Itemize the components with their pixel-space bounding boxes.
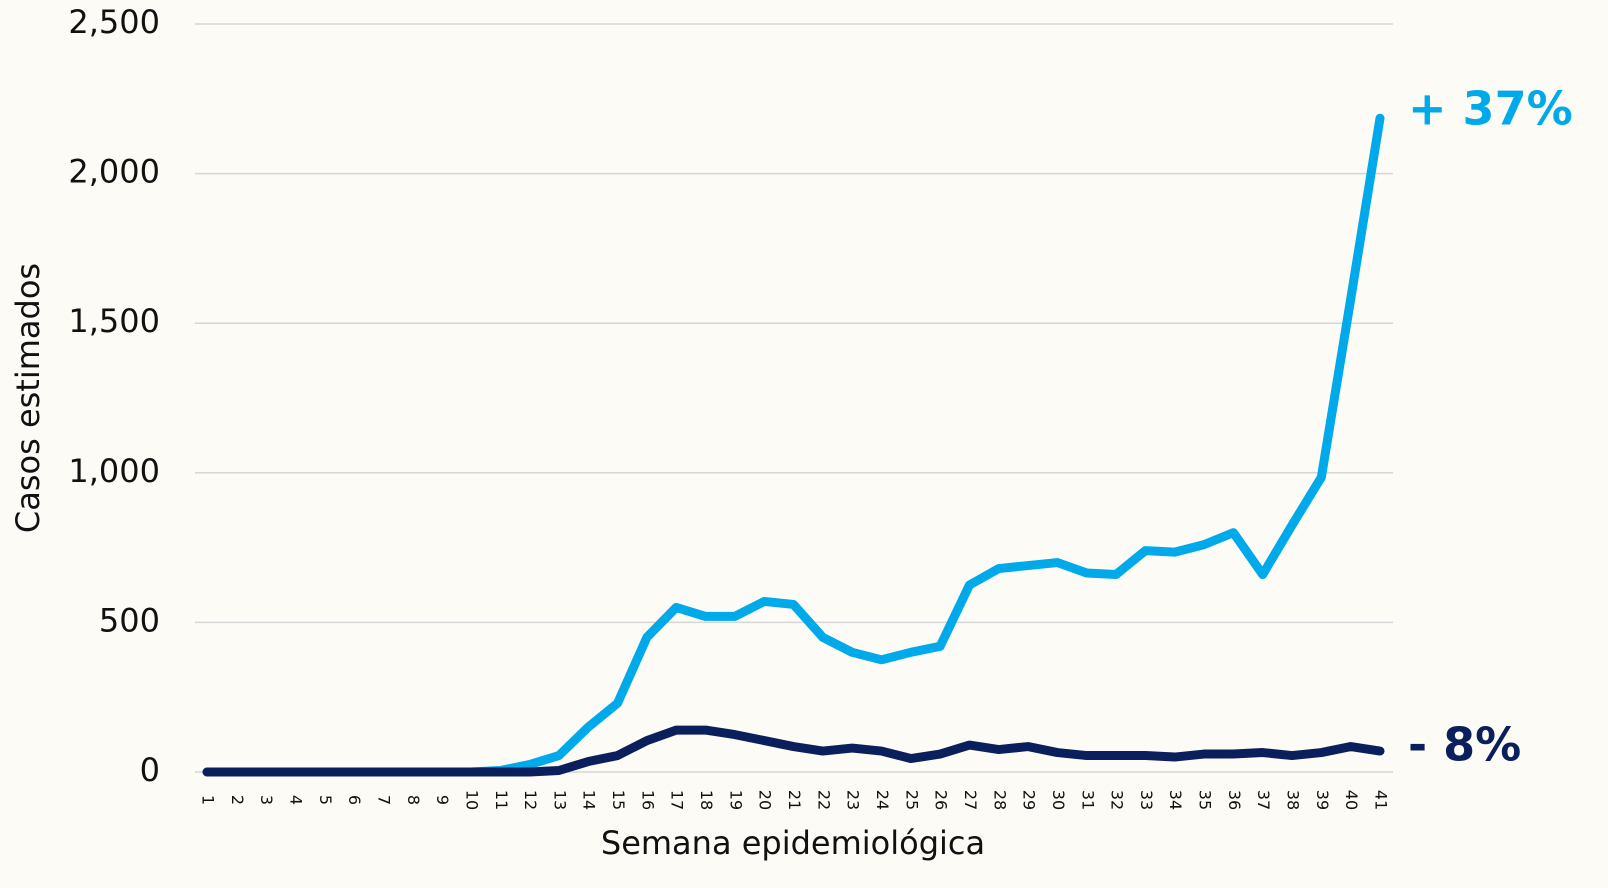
- x-tick-label: 8: [404, 795, 423, 805]
- annotation: + 37%: [1408, 82, 1573, 136]
- x-tick-label: 1: [199, 795, 218, 805]
- x-tick-label: 29: [1020, 790, 1039, 810]
- x-tick-label: 12: [521, 790, 540, 810]
- x-tick-label: 7: [374, 795, 393, 805]
- x-tick-label: 17: [668, 790, 687, 810]
- y-axis-label: Casos estimados: [9, 263, 47, 533]
- x-tick-label: 33: [1137, 790, 1156, 810]
- x-tick-label: 3: [257, 795, 276, 805]
- y-tick-label: 500: [99, 601, 160, 639]
- x-tick-label: 14: [580, 790, 599, 810]
- x-tick-label: 2: [228, 795, 247, 805]
- x-tick-label: 34: [1166, 790, 1185, 810]
- x-tick-label: 9: [433, 795, 452, 805]
- x-tick-label: 41: [1372, 790, 1391, 810]
- x-tick-label: 31: [1078, 790, 1097, 810]
- x-tick-label: 37: [1254, 790, 1273, 810]
- x-axis-label: Semana epidemiológica: [601, 824, 985, 862]
- x-tick-label: 36: [1225, 790, 1244, 810]
- series-line: [202, 725, 1385, 777]
- x-tick-label: 5: [316, 795, 335, 805]
- x-tick-label: 39: [1313, 790, 1332, 810]
- x-tick-label: 21: [785, 790, 804, 810]
- y-tick-label: 1,000: [68, 452, 160, 490]
- x-tick-label: 13: [550, 790, 569, 810]
- x-tick-label: 40: [1342, 790, 1361, 810]
- x-tick-label: 27: [961, 790, 980, 810]
- x-tick-label: 18: [697, 790, 716, 810]
- x-tick-label: 30: [1049, 790, 1068, 810]
- x-tick-label: 38: [1284, 790, 1303, 810]
- x-tick-label: 35: [1196, 790, 1215, 810]
- y-tick-label: 1,500: [68, 302, 160, 340]
- x-tick-label: 19: [726, 790, 745, 810]
- y-tick-label: 2,000: [68, 153, 160, 191]
- x-tick-label: 32: [1108, 790, 1127, 810]
- x-tick-label: 16: [638, 790, 657, 810]
- y-tick-label: 0: [140, 751, 160, 789]
- x-tick-label: 20: [756, 790, 775, 810]
- x-tick-label: 11: [492, 790, 511, 810]
- annotation: - 8%: [1408, 718, 1521, 772]
- x-tick-label: 25: [902, 790, 921, 810]
- x-tick-label: 10: [462, 790, 481, 810]
- x-tick-label: 26: [932, 790, 951, 810]
- x-tick-label: 15: [609, 790, 628, 810]
- y-tick-label: 2,500: [68, 3, 160, 41]
- x-tick-label: 6: [345, 795, 364, 805]
- x-tick-label: 4: [286, 795, 305, 805]
- x-tick-label: 23: [844, 790, 863, 810]
- x-tick-label: 28: [990, 790, 1009, 810]
- x-tick-label: 22: [814, 790, 833, 810]
- x-tick-label: 24: [873, 790, 892, 810]
